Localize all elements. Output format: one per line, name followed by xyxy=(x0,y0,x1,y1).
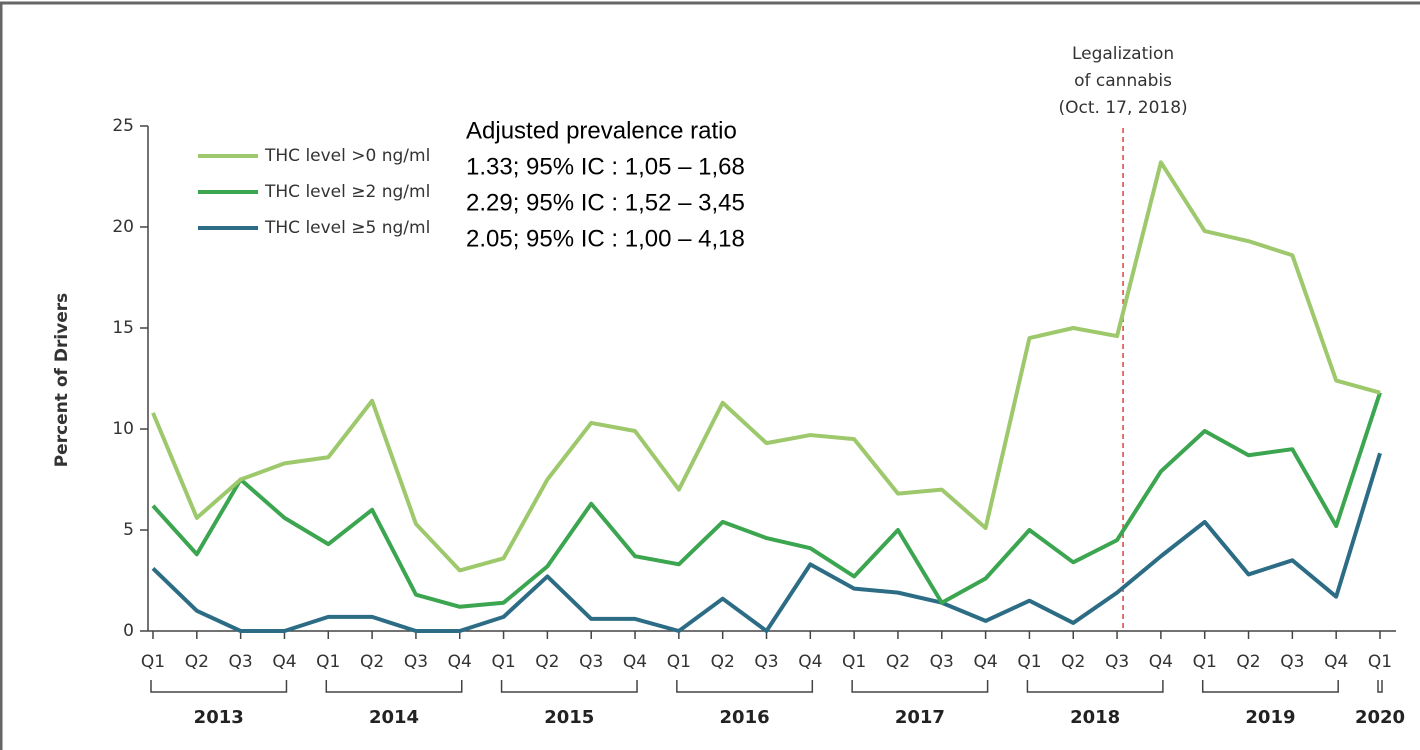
x-tick-label: Q2 xyxy=(711,652,735,672)
series-line xyxy=(151,160,1381,573)
x-tick-label: Q3 xyxy=(404,652,428,672)
x-tick-label: Q1 xyxy=(316,652,340,672)
x-tick-label: Q3 xyxy=(579,652,603,672)
year-label: 2017 xyxy=(895,707,945,728)
ratio-label: 1.33; 95% IC : 1,05 – 1,68 xyxy=(466,153,745,180)
legend-label: THC level >0 ng/ml xyxy=(264,146,430,166)
x-tick-label: Q1 xyxy=(667,652,691,672)
legend-label: THC level ≥2 ng/ml xyxy=(264,182,430,202)
x-tick-label: Q1 xyxy=(1017,652,1041,672)
y-tick-label: 15 xyxy=(112,318,134,338)
x-tick-label: Q4 xyxy=(798,652,822,672)
year-label: 2019 xyxy=(1245,707,1295,728)
y-tick-label: 20 xyxy=(112,217,134,237)
x-tick-label: Q4 xyxy=(623,652,647,672)
year-label: 2015 xyxy=(544,707,594,728)
x-tick-label: Q2 xyxy=(535,652,559,672)
annotation: Legalization xyxy=(1072,44,1174,64)
series-line xyxy=(151,452,1382,633)
year-bracket xyxy=(1201,680,1339,693)
x-tick-label: Q1 xyxy=(842,652,866,672)
x-tick-label: Q4 xyxy=(448,652,472,672)
x-tick-label: Q3 xyxy=(930,652,954,672)
x-tick-label: Q2 xyxy=(185,652,209,672)
year-bracket xyxy=(676,680,814,693)
x-tick-label: Q4 xyxy=(1324,652,1348,672)
series-line xyxy=(151,392,1382,609)
y-tick-label: 0 xyxy=(123,621,134,641)
year-bracket xyxy=(500,680,638,693)
x-tick-label: Q3 xyxy=(754,652,778,672)
x-tick-label: Q4 xyxy=(974,652,998,672)
year-label: 2013 xyxy=(194,707,244,728)
year-bracket xyxy=(150,680,288,693)
ratio-title: Adjusted prevalence ratio xyxy=(466,117,737,144)
x-tick-label: Q1 xyxy=(491,652,515,672)
y-tick-label: 5 xyxy=(123,520,134,540)
ratio-label: 2.05; 95% IC : 1,00 – 4,18 xyxy=(466,225,745,252)
x-tick-label: Q4 xyxy=(1149,652,1173,672)
year-label: 2016 xyxy=(720,707,770,728)
year-bracket xyxy=(1026,680,1164,693)
x-tick-label: Q2 xyxy=(886,652,910,672)
year-label: 2020 xyxy=(1355,707,1405,728)
x-tick-label: Q1 xyxy=(1368,652,1392,672)
annotation: (Oct. 17, 2018) xyxy=(1058,98,1187,118)
x-tick-label: Q4 xyxy=(272,652,296,672)
y-axis-label: Percent of Drivers xyxy=(52,293,72,468)
year-label: 2014 xyxy=(369,707,419,728)
year-bracket xyxy=(325,680,463,693)
x-tick-label: Q1 xyxy=(1193,652,1217,672)
x-tick-label: Q3 xyxy=(229,652,253,672)
annotation: of cannabis xyxy=(1074,71,1172,91)
x-tick-label: Q3 xyxy=(1280,652,1304,672)
legend-label: THC level ≥5 ng/ml xyxy=(264,218,430,238)
x-tick-label: Q3 xyxy=(1105,652,1129,672)
x-tick-label: Q2 xyxy=(360,652,384,672)
year-label: 2018 xyxy=(1070,707,1120,728)
x-tick-label: Q2 xyxy=(1061,652,1085,672)
year-bracket xyxy=(851,680,989,693)
ratio-label: 2.29; 95% IC : 1,52 – 3,45 xyxy=(466,189,745,216)
y-tick-label: 25 xyxy=(112,116,134,136)
x-tick-label: Q1 xyxy=(141,652,165,672)
x-tick-label: Q2 xyxy=(1236,652,1260,672)
year-bracket xyxy=(1377,680,1383,693)
y-tick-label: 10 xyxy=(112,419,134,439)
